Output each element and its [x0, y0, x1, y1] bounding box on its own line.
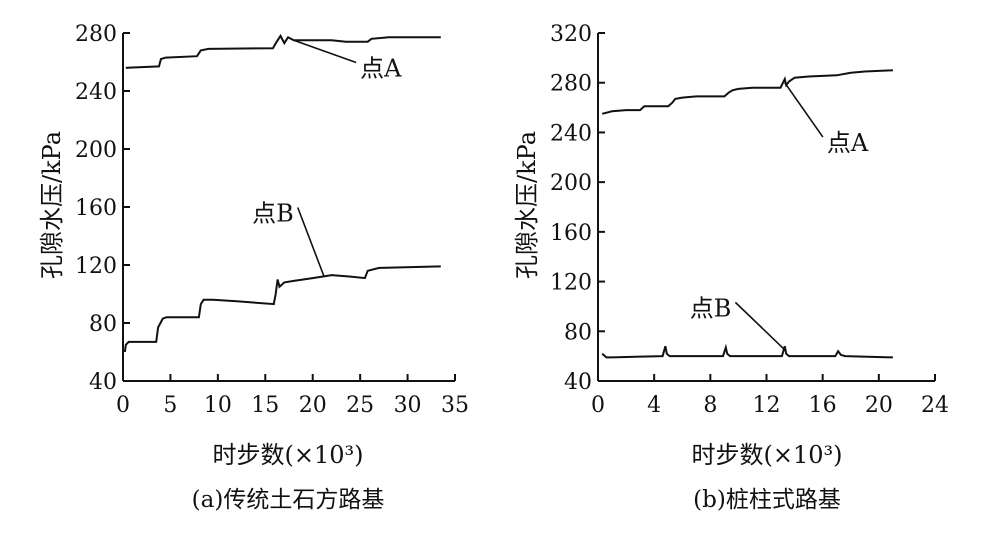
x-axis-title-b: 时步数(×10³) — [692, 441, 843, 469]
annotation-label-b-point-b: 点B — [690, 294, 732, 322]
y-axis-title-a: 孔隙水压/kPa — [38, 131, 66, 279]
y-tick-label-a: 200 — [75, 138, 117, 163]
annotation-label-a-point-b: 点B — [252, 200, 294, 228]
x-tick-label-a: 35 — [441, 393, 469, 418]
y-tick-label-a: 80 — [89, 312, 117, 337]
x-tick-label-b: 0 — [591, 393, 605, 418]
x-tick-label-b: 4 — [647, 393, 661, 418]
x-tick-label-a: 30 — [394, 393, 422, 418]
x-tick-label-a: 20 — [299, 393, 327, 418]
x-tick-label-a: 15 — [251, 393, 279, 418]
annotation-leader-a-point-a — [293, 39, 357, 64]
y-tick-label-a: 240 — [75, 80, 117, 105]
x-tick-label-a: 10 — [204, 393, 232, 418]
y-tick-label-b: 200 — [550, 171, 592, 196]
x-tick-label-b: 20 — [865, 393, 893, 418]
annotation-label-a-point-a: 点A — [360, 55, 402, 83]
y-tick-label-b: 280 — [550, 72, 592, 97]
y-tick-label-b: 80 — [564, 320, 592, 345]
x-tick-label-a: 0 — [116, 393, 130, 418]
x-axis-title-a: 时步数(×10³) — [213, 441, 364, 469]
x-tick-label-b: 12 — [753, 393, 781, 418]
y-tick-label-a: 280 — [75, 22, 117, 47]
y-tick-label-b: 240 — [550, 121, 592, 146]
series-line-a-point-b — [123, 265, 441, 353]
y-tick-label-b: 120 — [550, 271, 592, 296]
y-axis-title-b: 孔隙水压/kPa — [513, 131, 541, 279]
x-tick-label-b: 24 — [921, 393, 949, 418]
x-tick-label-a: 25 — [346, 393, 374, 418]
annotation-leader-a-point-b — [296, 207, 325, 277]
y-tick-label-a: 40 — [89, 370, 117, 395]
annotation-label-b-point-a: 点A — [827, 129, 869, 157]
series-line-b-point-b — [601, 343, 893, 359]
x-tick-label-b: 16 — [809, 393, 837, 418]
annotation-leader-b-point-a — [784, 82, 824, 138]
x-tick-label-a: 5 — [163, 393, 177, 418]
series-line-b-point-a — [601, 69, 893, 115]
x-tick-label-b: 8 — [703, 393, 717, 418]
series-line-a-point-a — [125, 33, 441, 69]
annotation-leader-b-point-b — [734, 301, 787, 352]
chart-caption-b: (b)桩柱式路基 — [693, 487, 841, 513]
y-tick-label-b: 160 — [550, 221, 592, 246]
y-tick-label-b: 320 — [550, 22, 592, 47]
y-tick-label-b: 40 — [564, 370, 592, 395]
chart-panel-b: (b)桩柱式路基 时步数(×10³) 孔隙水压/kPa 408012016020… — [513, 22, 949, 513]
y-tick-label-a: 120 — [75, 254, 117, 279]
chart-caption-a: (a)传统土石方路基 — [192, 487, 385, 513]
y-tick-label-a: 160 — [75, 196, 117, 221]
chart-panel-a: (a)传统土石方路基 时步数(×10³) 孔隙水压/kPa 40 80 120 160… — [38, 22, 469, 513]
